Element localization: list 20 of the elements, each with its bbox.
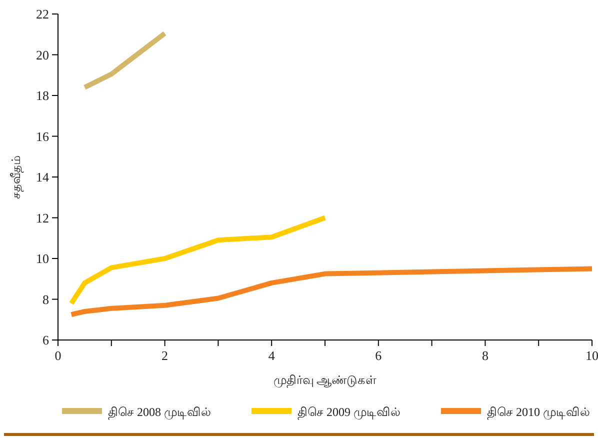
x-tick-label: 4	[268, 348, 276, 363]
x-tick-label: 0	[54, 348, 62, 363]
x-tick-label: 8	[482, 348, 488, 363]
y-tick-label: 18	[36, 88, 49, 103]
legend-label: திசெ 2009 முடிவில்	[298, 405, 400, 420]
y-tick-label: 14	[36, 170, 50, 184]
legend-label: திசெ 2008 முடிவில்	[108, 405, 211, 420]
x-tick-label: 10	[586, 348, 598, 363]
y-tick-label: 22	[36, 6, 49, 22]
y-tick-label: 20	[36, 47, 49, 62]
x-axis-title: முதிர்வு ஆண்டுகள்	[274, 373, 376, 388]
y-tick-label: 12	[36, 210, 49, 226]
y-tick-label: 8	[42, 292, 49, 307]
y-tick-label: 10	[36, 251, 49, 266]
y-axis-title: சதவீதம்	[9, 155, 23, 199]
y-tick-label: 6	[42, 332, 50, 348]
x-tick-label: 6	[375, 348, 382, 363]
legend-label: திசெ 2010 முடிவில்	[487, 405, 590, 420]
y-tick-label: 16	[36, 128, 50, 144]
x-tick-label: 2	[162, 348, 168, 363]
